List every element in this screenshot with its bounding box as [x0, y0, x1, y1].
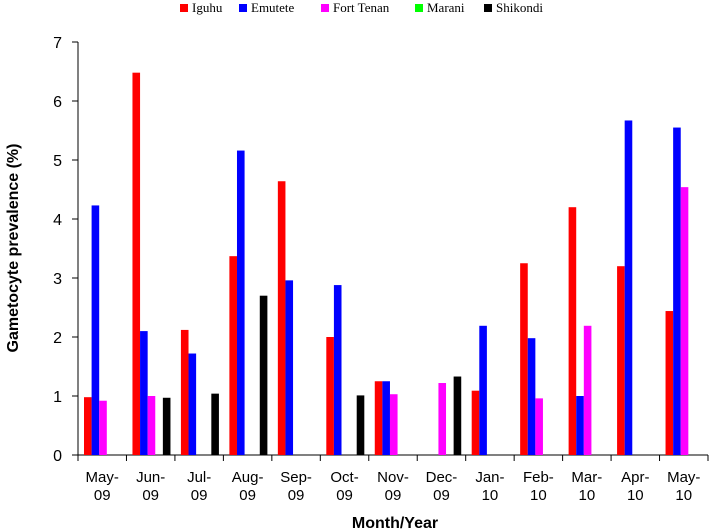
- bar-iguhu: [277, 181, 286, 456]
- bar-iguhu: [84, 397, 92, 455]
- x-tick-label-month: Apr-: [621, 469, 649, 486]
- bar-iguhu: [326, 337, 334, 455]
- x-axis: May-09Jun-09Jul-09Aug-09Sep-09Oct-09Nov-…: [77, 454, 709, 504]
- x-tick-label-year: 10: [530, 487, 547, 504]
- x-tick-label-year: 09: [336, 487, 353, 504]
- bar-emutete: [285, 280, 294, 455]
- y-tick-label: 0: [53, 448, 62, 465]
- legend-label: Fort Tenan: [333, 0, 390, 15]
- x-tick-label-month: Nov-: [377, 469, 409, 486]
- legend-label: Marani: [427, 0, 465, 15]
- bar-fort-tenan: [583, 325, 592, 455]
- bar-iguhu: [374, 381, 383, 455]
- bar-emutete: [333, 285, 342, 455]
- legend-swatch: [415, 4, 423, 12]
- bar-fort-tenan: [535, 398, 543, 455]
- bar-fort-tenan: [680, 187, 689, 455]
- bar-iguhu: [520, 263, 528, 455]
- x-tick-label-year: 10: [579, 487, 596, 504]
- y-tick-label: 2: [53, 330, 62, 347]
- y-axis-title: Gametocyte prevalence (%): [5, 144, 22, 353]
- bar-emutete: [576, 396, 584, 455]
- x-tick-label-year: 09: [94, 487, 111, 504]
- x-tick-label-month: Jan-: [475, 469, 504, 486]
- y-axis: 0 1 2 3 4 5 6 7: [53, 35, 79, 465]
- bar-iguhu: [180, 329, 189, 455]
- x-tick-label-year: 09: [191, 487, 208, 504]
- x-tick-label-year: 10: [675, 487, 692, 504]
- legend: Iguhu Emutete Fort Tenan Marani Shikondi: [180, 0, 543, 15]
- x-tick-label-month: Feb-: [523, 469, 554, 486]
- x-tick-label-year: 09: [433, 487, 450, 504]
- x-tick-label-year: 10: [627, 487, 644, 504]
- legend-swatch: [180, 4, 188, 12]
- y-tick-label: 1: [53, 389, 62, 406]
- bar-iguhu: [665, 311, 674, 455]
- bar-fort-tenan: [99, 400, 107, 455]
- x-tick-label-year: 09: [142, 487, 159, 504]
- x-tick-label-month: Mar-: [571, 469, 602, 486]
- bar-emutete: [382, 381, 390, 455]
- legend-swatch: [239, 4, 247, 12]
- bar-emutete: [236, 150, 245, 455]
- bar-fort-tenan: [389, 394, 398, 455]
- x-tick-label-month: May-: [667, 469, 700, 486]
- bar-fort-tenan: [438, 383, 447, 455]
- bar-emutete: [91, 205, 100, 455]
- bar-emutete: [673, 127, 681, 456]
- y-tick-label: 5: [53, 153, 62, 170]
- x-tick-label-year: 10: [482, 487, 499, 504]
- bar-emutete: [479, 325, 487, 455]
- x-axis-title: Month/Year: [352, 515, 438, 532]
- bar-shikondi: [453, 376, 462, 455]
- bar-emutete: [527, 338, 536, 455]
- y-tick-label: 6: [53, 94, 62, 111]
- bar-iguhu: [568, 207, 577, 455]
- x-tick-label-year: 09: [239, 487, 256, 504]
- x-tick-label-month: May-: [86, 469, 119, 486]
- bar-emutete: [188, 353, 197, 455]
- bars: [84, 72, 689, 456]
- x-tick-label-month: Oct-: [330, 469, 358, 486]
- x-tick-label-month: Dec-: [426, 469, 458, 486]
- legend-label: Iguhu: [192, 0, 223, 15]
- y-tick-label: 7: [53, 35, 62, 52]
- bar-shikondi: [211, 393, 219, 455]
- y-tick-label: 4: [53, 212, 62, 229]
- x-tick-label-month: Jun-: [136, 469, 165, 486]
- bar-emutete: [624, 120, 633, 455]
- legend-swatch: [321, 4, 329, 12]
- bar-shikondi: [162, 397, 171, 455]
- x-tick-label-month: Sep-: [280, 469, 312, 486]
- bar-shikondi: [259, 295, 268, 455]
- bar-emutete: [140, 331, 148, 455]
- bar-shikondi: [356, 395, 365, 455]
- bar-iguhu: [617, 266, 625, 455]
- bar-iguhu: [132, 72, 141, 456]
- bar-fort-tenan: [147, 396, 156, 455]
- legend-swatch: [484, 4, 492, 12]
- legend-label: Emutete: [251, 0, 295, 15]
- x-tick-label-month: Aug-: [232, 469, 264, 486]
- bar-iguhu: [229, 256, 237, 455]
- y-tick-label: 3: [53, 271, 62, 288]
- x-tick-label-month: Jul-: [187, 469, 211, 486]
- x-tick-label-year: 09: [385, 487, 402, 504]
- x-tick-label-year: 09: [288, 487, 305, 504]
- legend-label: Shikondi: [496, 0, 543, 15]
- bar-iguhu: [471, 390, 480, 455]
